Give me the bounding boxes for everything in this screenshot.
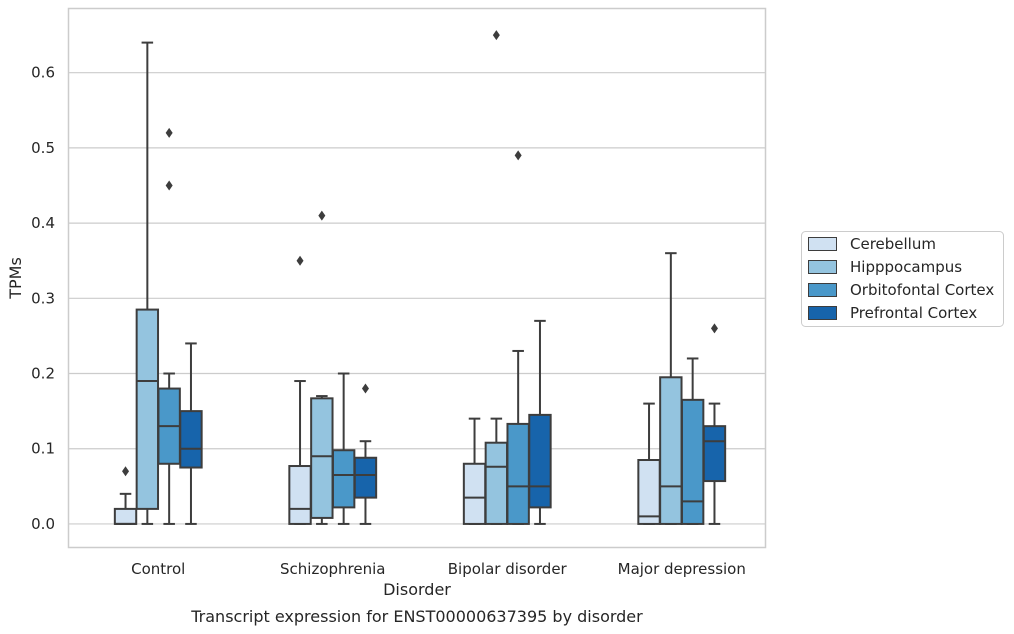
box-hipppocampus xyxy=(484,30,509,525)
outlier-point xyxy=(122,466,130,477)
box-hipppocampus xyxy=(659,252,683,525)
box-prefrontal-cortex xyxy=(353,383,378,525)
box-iqr xyxy=(659,376,683,525)
outlier-point xyxy=(165,180,173,191)
y-tick-label: 0.6 xyxy=(31,64,55,82)
legend-label: Hipppocampus xyxy=(850,258,962,276)
box-iqr xyxy=(702,425,727,483)
x-tick-label: Major depression xyxy=(618,560,746,578)
legend-frame xyxy=(801,231,1004,327)
box-iqr xyxy=(135,308,160,510)
legend-label: Orbitofontal Cortex xyxy=(850,281,994,299)
box-iqr xyxy=(179,410,203,469)
legend-label: Prefrontal Cortex xyxy=(850,304,977,322)
legend-swatch xyxy=(808,283,837,297)
legend-swatch xyxy=(808,237,837,251)
y-axis-title: TPMs xyxy=(6,257,25,300)
box-orbitofontal-cortex xyxy=(680,357,705,525)
box-iqr xyxy=(680,398,705,525)
box-iqr xyxy=(310,397,334,519)
y-tick-label: 0.0 xyxy=(31,515,55,533)
box-iqr xyxy=(528,413,552,509)
y-tick-label: 0.1 xyxy=(31,440,55,458)
x-tick-label: Schizophrenia xyxy=(280,560,385,578)
outlier-point xyxy=(492,30,500,41)
x-axis-title: Disorder xyxy=(383,580,451,599)
box-orbitofontal-cortex xyxy=(506,150,530,525)
box-prefrontal-cortex xyxy=(528,319,552,525)
box-iqr xyxy=(462,462,487,525)
y-tick-label: 0.3 xyxy=(31,289,55,307)
outlier-point xyxy=(318,210,326,221)
box-hipppocampus xyxy=(135,41,160,525)
box-iqr xyxy=(353,456,378,499)
legend-swatch xyxy=(808,306,837,320)
boxes xyxy=(113,30,727,525)
box-hipppocampus xyxy=(310,210,334,525)
box-orbitofontal-cortex xyxy=(157,127,181,525)
box-iqr xyxy=(506,422,530,525)
legend-label: Cerebellum xyxy=(850,235,936,253)
chart-caption: Transcript expression for ENST0000063739… xyxy=(190,607,643,626)
x-tick-labels: Control Schizophrenia Bipolar disorder Majo… xyxy=(131,560,746,578)
y-tick-label: 0.2 xyxy=(31,365,55,383)
outlier-point xyxy=(514,150,522,161)
plot-frame xyxy=(67,7,767,549)
y-tick-labels: 0.0 0.1 0.2 0.3 0.4 0.5 0.6 xyxy=(31,64,55,533)
box-orbitofontal-cortex xyxy=(331,372,356,525)
box-cerebellum xyxy=(462,417,487,525)
y-tick-label: 0.5 xyxy=(31,139,55,157)
x-tick-label: Bipolar disorder xyxy=(448,560,568,578)
box-iqr xyxy=(288,465,312,525)
outlier-point xyxy=(710,323,718,334)
x-tick-label: Control xyxy=(131,560,185,578)
legend: Cerebellum Hipppocampus Orbitofontal Corte… xyxy=(801,231,1004,327)
box-iqr xyxy=(331,449,356,509)
y-tick-label: 0.4 xyxy=(31,214,55,232)
legend-swatch xyxy=(808,260,837,274)
box-iqr xyxy=(637,459,661,525)
box-cerebellum xyxy=(288,255,312,525)
outlier-point xyxy=(165,127,173,138)
box-iqr xyxy=(484,441,509,525)
outlier-point xyxy=(361,383,369,394)
box-cerebellum xyxy=(113,466,138,525)
box-cerebellum xyxy=(637,402,661,525)
box-prefrontal-cortex xyxy=(702,323,727,525)
box-iqr xyxy=(113,507,138,525)
box-prefrontal-cortex xyxy=(179,342,203,525)
outlier-point xyxy=(296,255,304,266)
